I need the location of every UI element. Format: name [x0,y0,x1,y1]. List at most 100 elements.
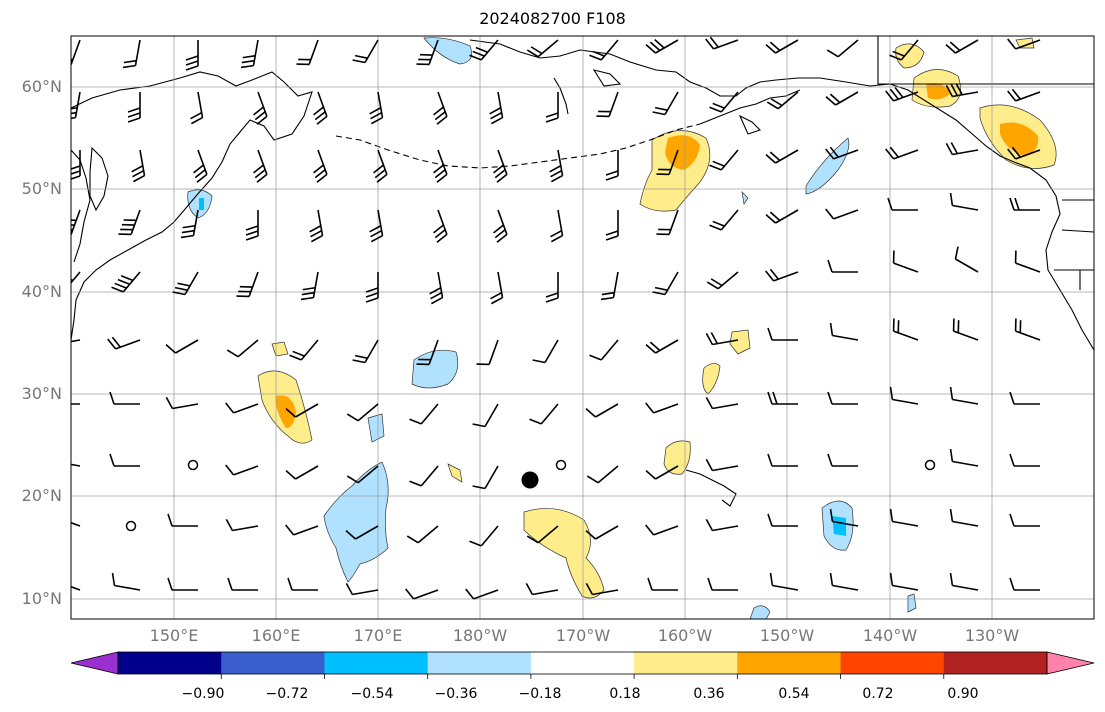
calm-wind-circle [125,520,137,532]
wind-barb [600,271,619,301]
wind-barb [769,572,799,591]
colorbar-tick-label: −0.36 [434,686,478,702]
alaska-islands [592,69,622,87]
wind-barb [490,271,504,305]
wind-barb [949,448,979,467]
wind-barb [245,210,259,241]
wind-barb [309,209,324,243]
wind-barb [887,197,918,211]
wind-barb [827,391,858,405]
colorbar-tick-label: 0.18 [609,686,641,702]
wind-barb [122,39,141,69]
map-frame [70,35,1095,620]
colorbar-swatch [840,652,945,674]
wind-barb [647,577,678,591]
alaska-coastline [469,39,1094,351]
us-state-borders [1054,229,1094,290]
wind-barb [586,465,619,484]
lat-label: 60°N [21,77,62,96]
wind-barb [373,149,388,183]
wind-barb [949,386,979,405]
colorbar-tick-label: −0.90 [181,686,225,702]
wind-barb [1014,318,1041,341]
wind-barb [765,39,799,54]
wind-barb [369,209,384,243]
wind-barb [889,386,919,405]
wind-barb [766,91,799,110]
kamchatka-coastline [89,146,109,212]
wind-barb [296,39,319,66]
wind-barb [892,250,919,273]
colorbar-extend-low [70,651,119,675]
wind-barb [526,525,559,544]
wind-barb [765,209,799,224]
wind-barb [236,271,259,298]
wind-barb [489,91,504,125]
wind-barb [949,192,979,211]
anomaly-negative-region [367,413,385,443]
wind-barb [433,91,448,125]
anomaly-negative-core [199,198,204,210]
wind-barb [526,39,559,58]
wind-barb [827,259,858,273]
wind-barb [472,465,499,490]
lon-label: 150°W [759,626,815,645]
wind-barb [345,583,379,596]
lon-label: 160°W [657,626,713,645]
lat-label: 10°N [21,589,62,608]
wind-barb [193,149,208,183]
wind-barb [949,508,979,527]
wind-barb [889,572,919,591]
calm-wind-circle [555,459,567,471]
anomaly-positive-region [447,463,463,483]
colorbar-swatch [737,652,842,674]
wind-barb [645,339,679,354]
anomaly-positive-region [702,363,721,395]
colorbar-swatch [530,652,635,674]
wind-barb [118,209,141,236]
wind-barb [225,402,259,414]
wind-barb [300,271,319,301]
colorbar-swatch [943,652,1048,674]
wind-barb [409,465,439,487]
anomaly-negative-core [832,516,846,536]
wind-barb [705,36,739,50]
anomaly-negative-region [907,593,917,613]
wind-barb [705,519,739,532]
wind-barb [1009,453,1040,467]
wind-barb [952,318,979,341]
anomaly-contours [187,37,1057,619]
anomaly-negative-region [749,605,771,619]
wind-barb [71,585,81,591]
colorbar-tick-label: 0.54 [778,686,810,702]
wind-barb [652,271,679,296]
wind-barb [227,577,258,591]
wind-barb [945,83,979,98]
wind-barb [131,149,146,183]
wind-barb [707,577,738,591]
wind-barb [409,403,439,425]
lon-label: 160°E [251,626,301,645]
wind-barb [596,91,619,118]
lon-label: 140°W [862,626,918,645]
wind-barb [765,268,799,282]
wind-barb [107,336,141,350]
wind-barb [71,91,81,120]
wind-barb [313,91,328,125]
colorbar-extend-high [1046,651,1095,675]
wind-barb [127,92,141,123]
wind-barb [885,146,919,160]
wind-barb [525,583,559,596]
wind-barb [545,272,559,303]
wind-barb [645,39,679,54]
map-title: 2024082700 F108 [479,9,626,28]
wind-barb [289,339,319,361]
wind-barb [313,149,328,183]
wind-barb [346,465,379,484]
wind-barb [706,271,739,290]
hawaii-islands [685,469,737,507]
calm-wind-circle [187,459,199,471]
wind-barb [71,339,81,343]
wind-barb [656,209,679,236]
wind-barb [472,403,499,428]
